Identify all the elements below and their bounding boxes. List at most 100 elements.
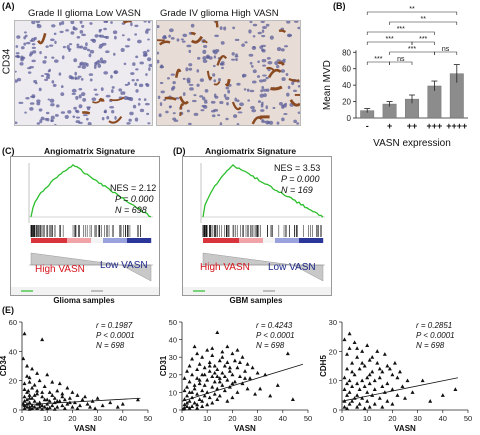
rank-color-segment (65, 238, 68, 243)
data-point (22, 406, 27, 411)
data-point (22, 399, 27, 403)
rank-color-segment (297, 238, 300, 243)
rank-color-segment (239, 238, 242, 243)
cell-nucleus (138, 83, 144, 88)
cell-nucleus (81, 33, 86, 37)
cell-nucleus (182, 92, 186, 96)
data-point (390, 372, 395, 377)
stat-n: N = 698 (256, 341, 285, 350)
data-point (32, 393, 37, 397)
data-point (347, 390, 352, 394)
cell-nucleus (189, 87, 194, 91)
rank-color-segment (41, 238, 44, 243)
rank-color-segment (305, 238, 308, 243)
cell-nucleus (75, 116, 81, 119)
cell-nucleus (70, 21, 75, 25)
rank-color-segment (67, 238, 70, 243)
data-point (345, 381, 350, 386)
data-point (47, 399, 52, 403)
cell-nucleus (99, 57, 103, 62)
cell-nucleus (257, 100, 262, 103)
y-tick-label: 30 (169, 353, 177, 362)
data-point (225, 377, 230, 382)
rank-color-segment (119, 238, 122, 243)
data-point (42, 397, 47, 402)
data-point (22, 381, 27, 386)
data-point (360, 360, 365, 365)
cell-nucleus (98, 30, 102, 33)
cell-nucleus (78, 88, 83, 91)
cell-nucleus (45, 75, 51, 80)
data-point (25, 404, 30, 409)
cell-nucleus (281, 117, 285, 122)
cell-nucleus (81, 24, 85, 28)
data-point (181, 406, 186, 411)
cell-nucleus (77, 65, 81, 69)
cell-nucleus (146, 57, 152, 62)
data-point (83, 394, 87, 399)
data-point (367, 372, 372, 377)
stained-vessel (108, 115, 123, 124)
cell-nucleus (291, 81, 295, 86)
cell-nucleus (70, 31, 75, 35)
data-point (360, 378, 365, 383)
cell-nucleus (74, 109, 79, 112)
panel-c-title: Angiomatrix Signature (44, 146, 136, 156)
cell-nucleus (106, 115, 110, 120)
micrograph-high-vasn (156, 20, 301, 126)
cell-nucleus (172, 112, 176, 115)
cell-nucleus (82, 98, 87, 102)
panel-c-high-label: High VASN (35, 264, 85, 275)
cell-nucleus (118, 88, 123, 92)
cell-nucleus (286, 92, 290, 97)
data-point (220, 383, 225, 387)
data-point (250, 365, 255, 370)
data-point (360, 396, 365, 400)
cell-nucleus (265, 88, 270, 92)
rank-color-segment (121, 238, 124, 243)
x-axis-label: VASN (74, 424, 96, 433)
data-point (22, 394, 27, 399)
cell-nucleus (137, 102, 141, 106)
cell-nucleus (199, 95, 204, 98)
cell-nucleus (236, 82, 241, 86)
data-point (77, 403, 82, 408)
data-point (245, 386, 250, 391)
cell-nucleus (204, 89, 209, 93)
rank-color-segment (49, 238, 52, 243)
cell-nucleus (296, 122, 300, 125)
cell-nucleus (80, 61, 84, 66)
data-point (345, 406, 350, 411)
stained-vessel (277, 61, 285, 66)
y-tick-label: 0 (333, 406, 337, 415)
data-point (42, 404, 47, 409)
cell-nucleus (146, 112, 150, 116)
data-point (27, 400, 32, 405)
data-point (135, 397, 140, 402)
panel-a-right-title: Grade IV glioma High VASN (160, 8, 279, 19)
cell-nucleus (74, 71, 78, 76)
cell-nucleus (61, 55, 65, 60)
data-point (35, 371, 40, 375)
enrichment-curve (202, 163, 324, 218)
significance-bracket (389, 61, 413, 65)
significance-bracket (434, 51, 458, 55)
cell-nucleus (53, 59, 59, 63)
cell-nucleus (103, 71, 109, 75)
panel-c-nes: NES = 2.12 (110, 183, 157, 193)
data-point (40, 390, 45, 394)
data-point (227, 369, 232, 373)
significance-label: *** (386, 36, 394, 43)
data-point (225, 360, 230, 364)
data-point (342, 387, 347, 391)
cell-nucleus (77, 75, 82, 78)
cell-nucleus (89, 78, 93, 82)
stat-r: r = 0.1987 (96, 321, 133, 330)
data-point (21, 356, 26, 361)
cell-nucleus (170, 36, 175, 40)
cell-nucleus (148, 67, 151, 71)
cell-nucleus (113, 52, 116, 56)
rank-color-segment (275, 238, 278, 243)
cell-nucleus (276, 121, 280, 125)
cell-nucleus (54, 40, 57, 45)
